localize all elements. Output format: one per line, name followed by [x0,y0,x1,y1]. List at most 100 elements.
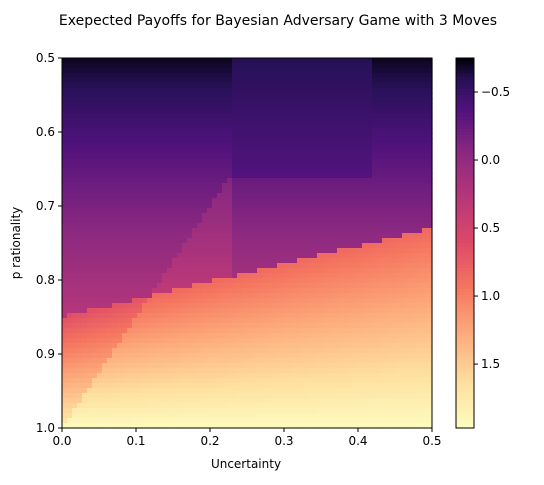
heatmap-cell [337,213,343,219]
heatmap-cell [287,283,293,289]
heatmap-cell [257,363,263,369]
heatmap-cell [272,313,278,319]
heatmap-cell [292,258,298,264]
heatmap-cell [192,108,198,114]
heatmap-cell [77,123,83,129]
heatmap-cell [112,153,118,159]
heatmap-cell [207,143,213,149]
heatmap-cell [307,323,313,329]
heatmap-cell [282,163,288,169]
heatmap-cell [417,88,423,94]
heatmap-cell [147,178,153,184]
heatmap-cell [167,248,173,254]
heatmap-cell [397,88,403,94]
heatmap-cell [272,373,278,379]
heatmap-cell [212,103,218,109]
heatmap-cell [137,203,143,209]
heatmap-cell [127,243,133,249]
heatmap-cell [102,118,108,124]
heatmap-cell [217,363,223,369]
heatmap-cell [417,278,423,284]
heatmap-cell [217,88,223,94]
heatmap-cell [67,183,73,189]
heatmap-cell [317,348,323,354]
heatmap-cell [352,123,358,129]
heatmap-cell [77,358,83,364]
heatmap-cell [222,288,228,294]
heatmap-cell [67,353,73,359]
heatmap-cell [187,203,193,209]
heatmap-cell [337,198,343,204]
heatmap-cell [97,138,103,144]
heatmap-cell [407,328,413,334]
heatmap-cell [297,168,303,174]
heatmap-cell [402,323,408,329]
heatmap-cell [342,143,348,149]
heatmap-cell [252,73,258,79]
heatmap-cell [342,193,348,199]
heatmap-cell [72,373,78,379]
heatmap-cell [177,158,183,164]
heatmap-cell [302,178,308,184]
heatmap-cell [62,58,68,64]
heatmap-cell [132,178,138,184]
heatmap-cell [197,218,203,224]
heatmap-cell [62,223,68,229]
heatmap-cell [317,133,323,139]
heatmap-cell [257,283,263,289]
heatmap-cell [67,368,73,374]
heatmap-cell [142,248,148,254]
heatmap-cell [82,128,88,134]
heatmap-cell [102,98,108,104]
heatmap-cell [162,273,168,279]
heatmap-cell [77,78,83,84]
heatmap-cell [237,218,243,224]
heatmap-cell [192,113,198,119]
heatmap-cell [167,198,173,204]
heatmap-cell [217,138,223,144]
heatmap-cell [222,353,228,359]
heatmap-cell [92,283,98,289]
heatmap-cell [107,93,113,99]
heatmap-cell [302,308,308,314]
heatmap-cell [97,318,103,324]
heatmap-cell [367,293,373,299]
heatmap-cell [362,258,368,264]
heatmap-cell [272,323,278,329]
heatmap-cell [192,373,198,379]
heatmap-cell [322,278,328,284]
heatmap-cell [232,378,238,384]
heatmap-cell [417,63,423,69]
heatmap-cell [167,108,173,114]
heatmap-cell [217,243,223,249]
heatmap-cell [132,123,138,129]
heatmap-cell [262,283,268,289]
heatmap-cell [127,203,133,209]
heatmap-cell [147,368,153,374]
heatmap-cell [397,68,403,74]
heatmap-cell [212,173,218,179]
heatmap-cell [292,128,298,134]
heatmap-cell [207,58,213,64]
heatmap-cell [412,268,418,274]
heatmap-cell [257,318,263,324]
heatmap-cell [147,293,153,299]
heatmap-cell [167,353,173,359]
heatmap-cell [332,323,338,329]
heatmap-cell [97,103,103,109]
heatmap-cell [262,273,268,279]
heatmap-cell [187,323,193,329]
heatmap-cell [182,293,188,299]
heatmap-cell [177,253,183,259]
heatmap-cell [82,368,88,374]
heatmap-cell [67,58,73,64]
heatmap-cell [137,243,143,249]
heatmap-cell [297,103,303,109]
heatmap-cell [392,223,398,229]
heatmap-cell [337,203,343,209]
heatmap-cell [162,108,168,114]
heatmap-cell [122,258,128,264]
heatmap-cell [192,293,198,299]
heatmap-cell [127,103,133,109]
heatmap-cell [312,368,318,374]
